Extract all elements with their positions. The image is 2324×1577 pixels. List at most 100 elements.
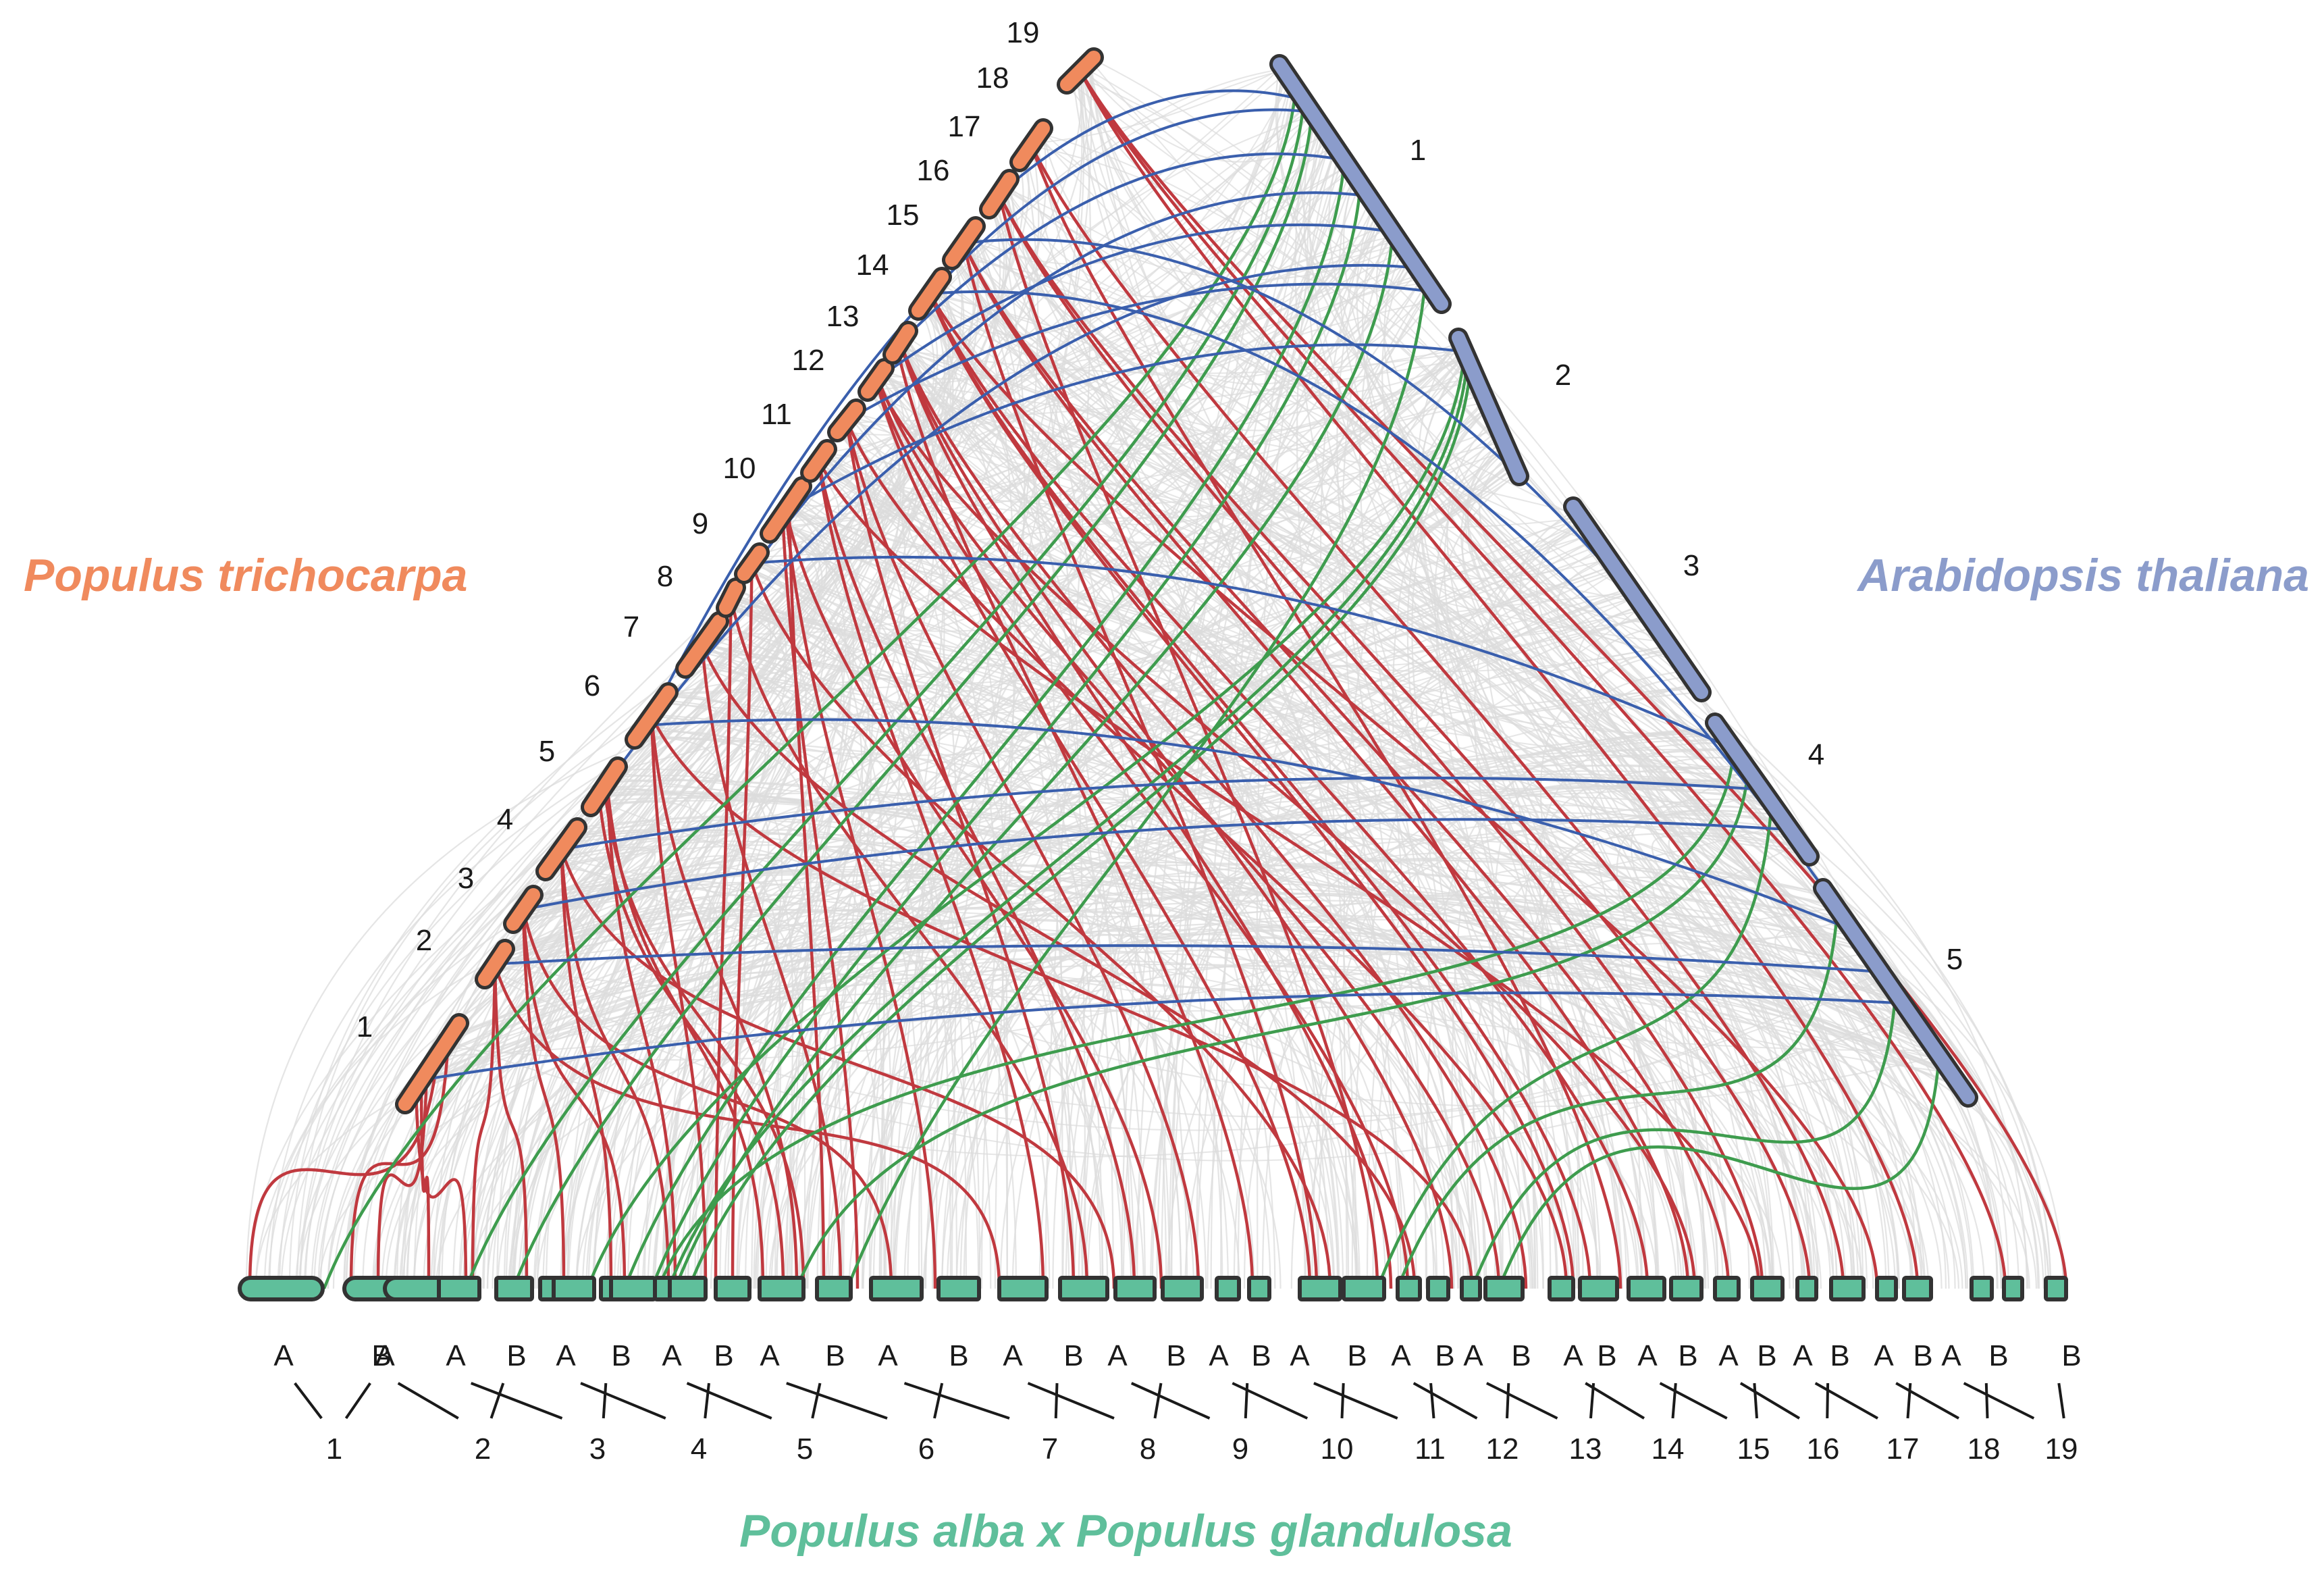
arabidopsis-chr-label: 2: [1555, 359, 1571, 392]
background-link: [531, 869, 1807, 1289]
trichocarpa-chr-label: 15: [887, 199, 920, 232]
background-link: [997, 195, 1223, 1289]
subgenome-a-label: A: [760, 1339, 780, 1372]
background-link: [435, 596, 1636, 1059]
alba-glandulosa-chr-label: 16: [1807, 1432, 1840, 1466]
alba-glandulosa-chr-segment: [714, 1276, 751, 1301]
background-link: [1261, 779, 1759, 1289]
highlighted-link-red: [817, 461, 1136, 1289]
highlighted-link-red: [874, 379, 1697, 1289]
highlighted-link-red: [493, 964, 529, 1289]
alba-glandulosa-chr-segment: [815, 1276, 853, 1301]
background-link: [614, 592, 1633, 772]
background-link: [1663, 767, 2047, 1289]
alba-glandulosa-chr-segment: [1460, 1276, 1482, 1301]
highlighted-link-green: [1396, 908, 1839, 1289]
alba-glandulosa-chr-segment: [1396, 1276, 1422, 1301]
background-link: [880, 353, 1467, 455]
background-link: [819, 459, 1807, 854]
subgenome-b-label: B: [825, 1339, 845, 1372]
highlighted-link-red: [471, 964, 497, 1289]
background-link: [961, 245, 1805, 1289]
subgenome-connector: [1232, 1382, 1309, 1420]
subgenome-a-label: A: [273, 1339, 294, 1372]
subgenome-b-label: B: [1757, 1339, 1776, 1372]
alba-glandulosa-chr-segment: [1669, 1276, 1704, 1301]
highlighted-link-red: [650, 715, 708, 1289]
subgenome-connector: [1429, 1382, 1435, 1419]
background-link: [1425, 730, 1721, 1289]
subgenome-connector: [294, 1382, 323, 1420]
background-link: [653, 887, 1904, 1289]
background-link: [963, 146, 1336, 1289]
subgenome-b-label: B: [371, 1339, 391, 1372]
subgenome-b-label: B: [2061, 1339, 2081, 1372]
subgenome-a-label: A: [1209, 1339, 1229, 1372]
background-link: [892, 914, 1928, 1289]
subgenome-a-label: A: [375, 1339, 395, 1372]
highlighted-link-red: [874, 379, 1410, 1289]
highlighted-link-red: [560, 848, 1116, 1289]
background-link: [1630, 798, 1772, 1289]
subgenome-connector: [1412, 1382, 1478, 1420]
background-link: [879, 248, 1405, 380]
alba-glandulosa-chr-segment: [1298, 1276, 1342, 1301]
subgenome-connector: [933, 1382, 944, 1419]
subgenome-connector: [1963, 1382, 2035, 1420]
background-link: [470, 910, 1862, 1289]
background-link: [1045, 69, 1092, 1289]
trichocarpa-chr-12: [830, 402, 863, 439]
background-link: [895, 348, 1640, 603]
subgenome-b-label: B: [1830, 1339, 1849, 1372]
subgenome-connector: [1895, 1382, 1959, 1420]
background-link: [1220, 139, 1331, 1289]
background-link: [748, 567, 872, 1289]
highlighted-link-blue: [998, 89, 1304, 195]
highlighted-link-red: [493, 963, 1001, 1289]
background-link: [566, 614, 1649, 844]
background-link: [502, 952, 1914, 1118]
arabidopsis-chr-4: [1708, 716, 1816, 863]
highlighted-link-green: [511, 111, 1314, 1289]
background-link: [852, 412, 1682, 664]
background-link: [821, 455, 1939, 1056]
background-link: [1343, 175, 1897, 1289]
alba-glandulosa-chr-label: 4: [691, 1432, 707, 1466]
highlighted-link-blue: [644, 718, 1853, 931]
background-link: [568, 194, 1007, 1289]
background-link: [696, 473, 1519, 1289]
background-link: [421, 274, 1422, 1079]
arabidopsis-chr-3: [1566, 500, 1708, 699]
highlighted-link-red: [521, 909, 627, 1289]
trichocarpa-chr-label: 10: [723, 452, 756, 485]
alba-glandulosa-chr-segment: [1113, 1276, 1157, 1301]
alba-glandulosa-chr-label: 6: [918, 1432, 934, 1466]
background-link: [929, 294, 1787, 825]
subgenome-a-label: A: [1003, 1339, 1023, 1372]
background-link: [736, 293, 1436, 1289]
background-link: [1038, 839, 1830, 1289]
alba-glandulosa-chr-segment: [1875, 1276, 1898, 1301]
species-label-populus-alba-x-glandulosa: Populus alba x Populus glandulosa: [739, 1505, 1512, 1557]
background-link: [1464, 442, 1816, 1289]
background-link: [965, 240, 1960, 1085]
highlighted-link-red: [700, 644, 1417, 1289]
background-link: [481, 594, 787, 1289]
background-link: [447, 958, 1926, 1289]
background-link: [327, 339, 1460, 1289]
background-link: [756, 440, 1504, 558]
background-link: [607, 779, 1643, 1289]
background-link: [1275, 64, 1967, 1289]
highlighted-link-green: [666, 358, 1469, 1289]
highlighted-link-green: [1470, 992, 1897, 1289]
highlighted-link-red: [700, 644, 843, 1289]
subgenome-a-label: A: [1718, 1339, 1739, 1372]
alba-glandulosa-chr-segment: [668, 1276, 708, 1301]
trichocarpa-chr-label: 12: [792, 344, 825, 377]
highlighted-link-blue: [600, 263, 1418, 792]
highlighted-link-red: [962, 242, 1319, 1289]
subgenome-connector: [1906, 1382, 1912, 1419]
background-link: [1383, 248, 1814, 1289]
subgenome-connector: [1340, 1382, 1345, 1419]
